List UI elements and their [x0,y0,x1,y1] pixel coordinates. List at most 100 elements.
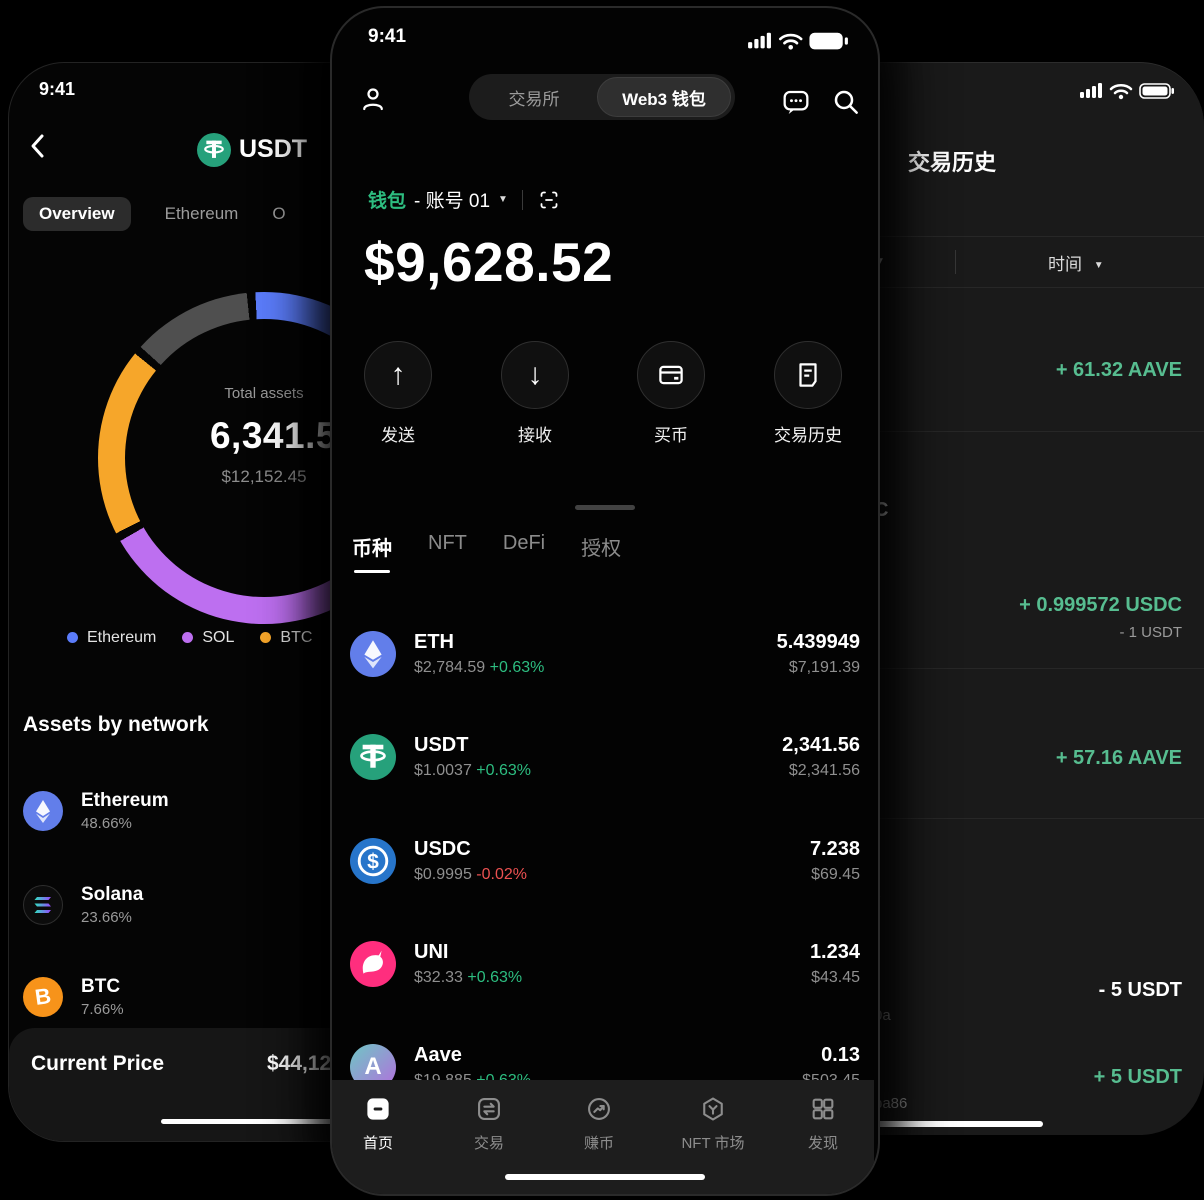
send-button[interactable]: ↑ 发送 [343,341,453,446]
legend-item-btc: BTC [260,629,312,647]
token-change: -0.02% [476,866,527,883]
token-amount: 2,341.56 [782,734,860,756]
chat-icon [783,90,809,114]
segment-exchange[interactable]: 交易所 [508,89,560,109]
signal-icon [748,32,771,49]
document-icon [799,363,817,387]
token-row-eth[interactable]: ETH $2,784.59 +0.63% 5.439949 $7,191.39 [350,618,860,690]
signal-icon [1080,83,1102,98]
token-price: $1.0037 [414,762,472,779]
token-amount: 1.234 [809,941,860,963]
status-time: 9:41 [39,79,76,99]
filter-divider [955,250,956,274]
time-sort-dropdown[interactable]: 时间 ▼ [1048,250,1104,275]
support-chat-button[interactable] [780,86,812,118]
tab-approvals[interactable]: 授权 [581,538,622,560]
nav-trade[interactable]: 交易 [444,1094,534,1153]
token-row-uni[interactable]: UNI $32.33 +0.63% 1.234 $43.45 [350,928,860,1000]
scan-copy-button[interactable] [537,188,561,212]
tx-amount[interactable]: + 0.999572 USDC [1019,594,1182,616]
network-row-btc[interactable]: B BTC 7.66% [23,971,124,1023]
time-sort-label: 时间 [1048,255,1082,274]
tab-overview[interactable]: Overview [23,197,131,231]
home-icon [333,1094,423,1124]
nav-home[interactable]: 首页 [333,1094,423,1153]
tab-coins[interactable]: 币种 [352,532,392,573]
nav-discover[interactable]: 发现 [778,1094,868,1153]
scan-icon [540,191,558,208]
chart-legend: Ethereum SOL BTC [67,629,312,647]
network-percent: 48.66% [81,815,132,833]
tx-amount[interactable]: + 57.16 AAVE [1055,747,1182,769]
battery-icon [809,32,848,50]
section-title-assets-by-network: Assets by network [23,713,209,736]
divider [870,668,1204,669]
tab-nft[interactable]: NFT [428,532,467,554]
network-row-solana[interactable]: Solana 23.66% [23,879,143,931]
battery-icon [1139,83,1174,99]
asset-tabs: Overview Ethereum O [23,197,286,231]
tab-ethereum[interactable]: Ethereum [164,204,239,223]
nav-label: NFT 市场 [681,1135,745,1152]
wifi-icon [1109,83,1133,95]
token-row-usdc[interactable]: $ USDC $0.9995 -0.02% 7.238 $69.45 [350,825,860,897]
total-balance: $9,628.52 [364,231,614,293]
token-symbol: Aave [414,1044,462,1066]
usdt-coin-icon [197,133,231,167]
card-icon [659,365,683,385]
nav-label: 首页 [362,1135,393,1152]
chevron-down-icon: ▼ [498,194,508,205]
account-selector[interactable]: 钱包 - 账号 01 ▼ [368,186,561,213]
buy-label: 买币 [654,426,688,445]
person-icon [363,88,383,111]
solana-network-icon [23,885,63,925]
search-button[interactable] [830,86,862,118]
token-value: $2,341.56 [788,762,860,779]
status-time: 9:41 [368,26,407,47]
nav-nft-market[interactable]: NFT 市场 [668,1094,758,1153]
token-price: $0.9995 [414,866,472,883]
token-change: +0.63% [489,659,545,676]
back-button[interactable] [25,131,51,161]
legend-label: BTC [280,629,313,646]
wifi-icon [778,33,803,45]
token-row-usdt[interactable]: USDT $1.0037 +0.63% 2,341.56 $2,341.56 [350,721,860,793]
segment-web3-wallet-selected[interactable]: Web3 钱包 [597,77,731,117]
tx-amount[interactable]: + 5 USDT [1093,1066,1182,1088]
filter-bar: ▼ 时间 ▼ [870,236,1204,288]
tx-amount[interactable]: + 61.32 AAVE [1055,359,1182,381]
receive-button[interactable]: ↓ 接收 [480,341,590,446]
sheet-drag-handle[interactable] [575,505,635,510]
nav-earn[interactable]: 赚币 [554,1094,644,1153]
legend-label: Ethereum [87,629,157,646]
tx-sub-amount: - 1 USDT [1119,624,1182,641]
divider [870,818,1204,819]
status-icons [1078,79,1178,101]
status-icons [746,28,850,52]
legend-dot-orange [260,632,272,643]
home-indicator[interactable] [161,1119,391,1124]
home-indicator[interactable] [870,1121,1043,1127]
network-row-ethereum[interactable]: Ethereum 48.66% [23,785,169,837]
chevron-down-icon: ▼ [1093,260,1104,271]
profile-button[interactable] [358,84,388,114]
token-symbol: USDC [414,838,471,860]
nav-label: 赚币 [583,1135,614,1152]
eth-coin-icon [350,631,396,677]
donut-center-usd: $12,152.45 [221,467,307,486]
token-symbol: ETH [414,631,454,653]
usdc-coin-icon: $ [350,838,396,884]
earn-icon [554,1094,644,1124]
home-indicator[interactable] [505,1174,705,1180]
tx-amount[interactable]: - 5 USDT [1098,979,1182,1001]
arrow-down-icon: ↓ [527,358,543,391]
tab-third-cropped[interactable]: O [272,204,286,223]
network-name: BTC [81,975,121,997]
send-label: 发送 [381,426,415,445]
tab-defi[interactable]: DeFi [502,532,546,554]
exchange-wallet-segmented-control: 交易所 Web3 钱包 [469,74,735,120]
account-label: - 账号 01 [414,191,491,212]
buy-crypto-button[interactable]: 买币 [616,341,726,446]
token-value: $69.45 [811,866,860,883]
history-button[interactable]: 交易历史 [753,341,863,446]
